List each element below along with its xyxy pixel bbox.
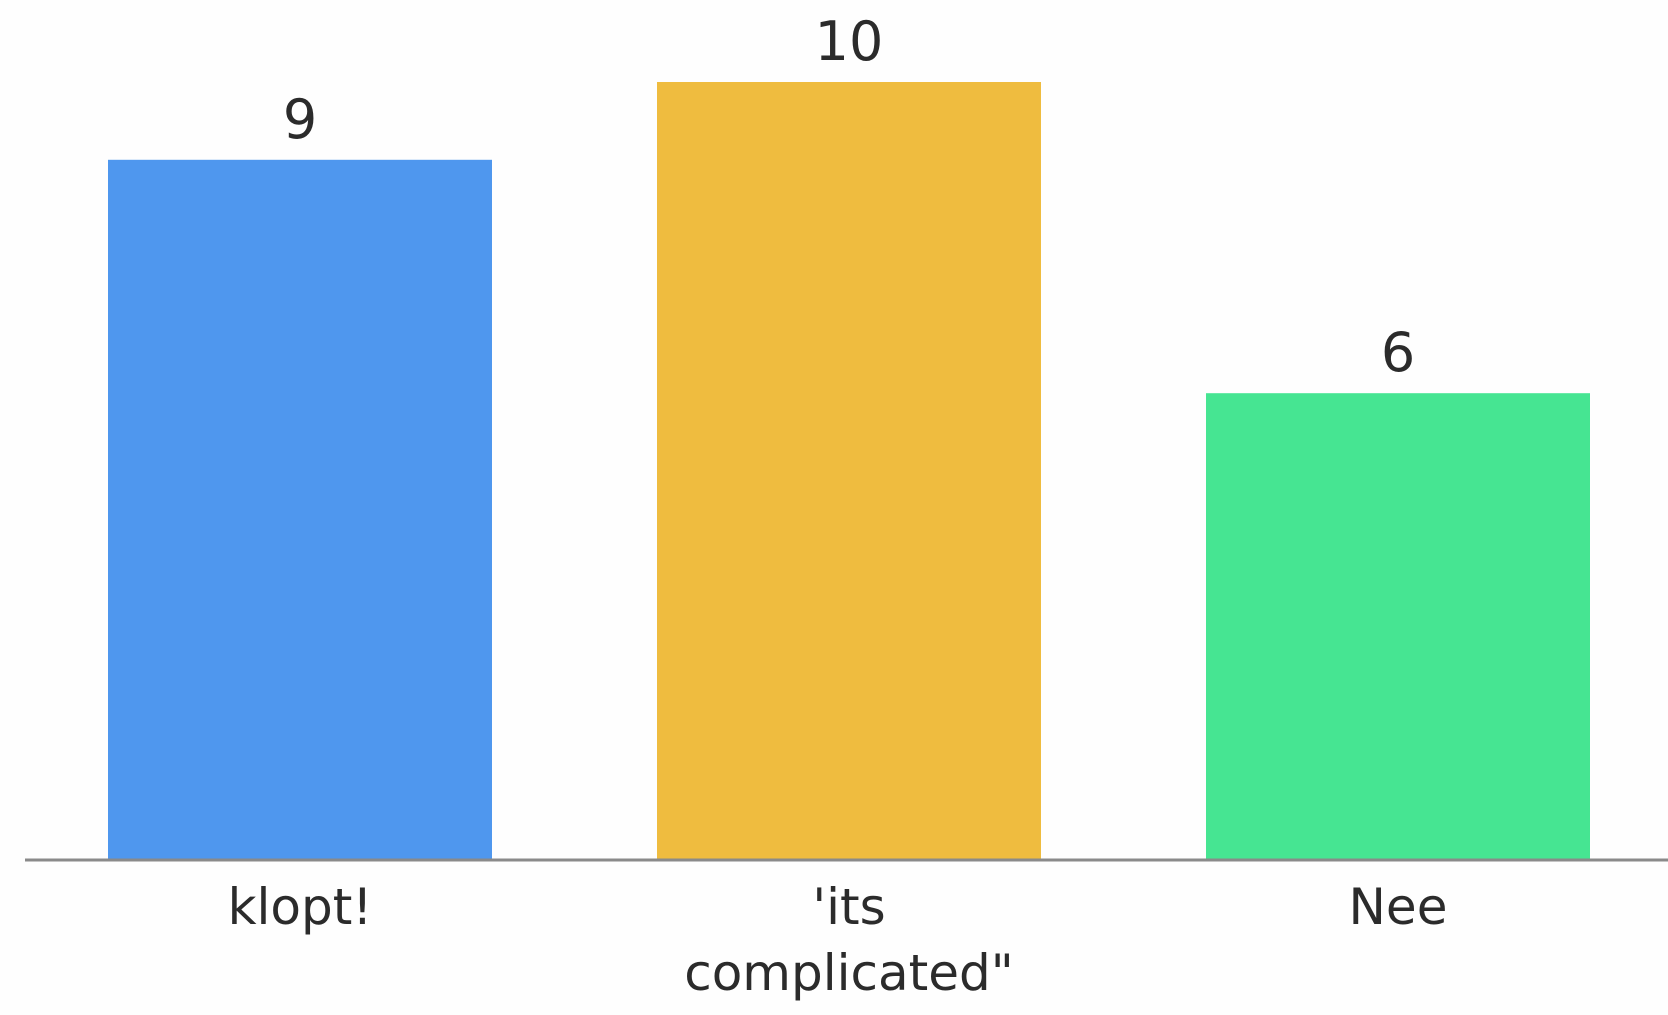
data-label-2: 6 [1381, 321, 1415, 384]
category-label-1-line-1: complicated" [684, 944, 1014, 1002]
category-label-0: klopt! [228, 878, 373, 936]
data-label-1: 10 [815, 10, 884, 73]
category-label-1-line-0: 'its [812, 878, 885, 936]
category-label-2: Nee [1349, 878, 1448, 936]
bar-1 [657, 82, 1041, 860]
bar-0 [108, 159, 492, 861]
data-label-0: 9 [283, 88, 317, 151]
bar-2 [1206, 393, 1590, 860]
